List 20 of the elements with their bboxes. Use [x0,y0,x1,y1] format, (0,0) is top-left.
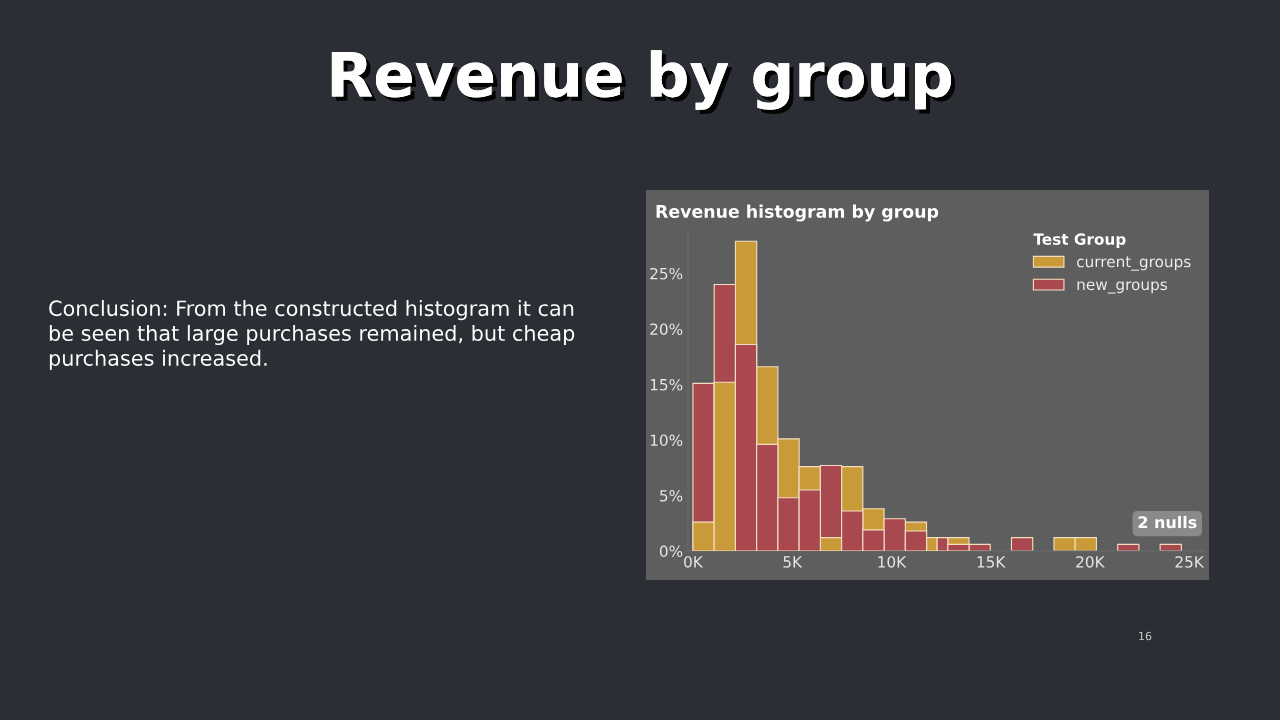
legend-label: new_groups [1077,281,1167,294]
text: 16 [1139,631,1152,641]
x-tick-label: 25K [1175,556,1205,568]
y-tick-label: 25% [650,267,683,280]
x-tick-label: 5K [783,556,803,568]
x-tick-label: 15K [977,556,1006,568]
x-tick-label: 0K [684,556,704,568]
y-tick-label: 10% [650,434,683,446]
x-tick-label: 10K [878,556,907,568]
text: Conclusion: From the constructed histogram it can be seen that large purchases remained, but cheap purchases increased. [49,300,575,370]
y-tick-label: 5% [660,489,683,502]
legend-title: Test Group [1033,233,1126,248]
y-tick-label: 15% [650,378,683,391]
y-tick-label: 20% [650,323,683,335]
chart-title: Revenue by group [331,50,956,114]
legend-label: current_groups [1077,256,1191,271]
x-tick-label: 20K [1076,556,1105,568]
annotation: 2 nulls [1138,515,1197,529]
y-tick-label: 0% [659,545,683,558]
chart-subtitle: Revenue histogram by group [656,204,939,222]
